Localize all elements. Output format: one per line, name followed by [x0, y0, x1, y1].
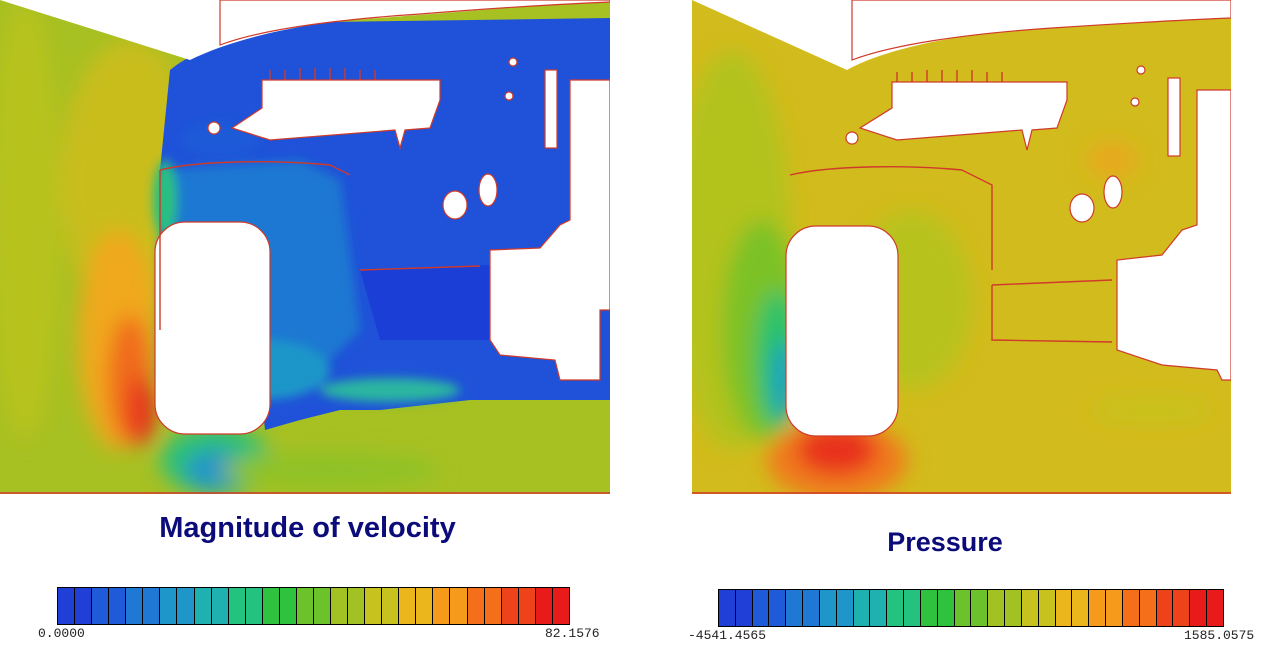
velocity-contour-svg: [0, 0, 610, 494]
colorbar-segment: [211, 588, 229, 624]
colorbar-segment: [245, 588, 263, 624]
colorbar-segment: [143, 588, 161, 624]
colorbar-segment: [954, 590, 972, 626]
colorbar-segment: [194, 588, 212, 624]
colorbar-segment: [399, 588, 417, 624]
colorbar-segment: [467, 588, 485, 624]
colorbar-segment: [433, 588, 451, 624]
colorbar-segment: [786, 590, 804, 626]
colorbar-segment: [1207, 590, 1223, 626]
colorbar-segment: [518, 588, 536, 624]
pressure-caption: Pressure: [887, 527, 1003, 557]
pressure-scale-min: -4541.4565: [688, 628, 767, 643]
colorbar-segment: [296, 588, 314, 624]
colorbar-segment: [1173, 590, 1191, 626]
colorbar-segment: [92, 588, 110, 624]
colorbar-segment: [1122, 590, 1140, 626]
pressure-scale-max: 1585.0575: [1184, 628, 1255, 643]
colorbar-segment: [484, 588, 502, 624]
colorbar-segment: [501, 588, 519, 624]
colorbar-segment: [416, 588, 434, 624]
colorbar-segment: [75, 588, 93, 624]
colorbar-segment: [1139, 590, 1157, 626]
colorbar-segment: [1055, 590, 1073, 626]
colorbar-segment: [262, 588, 280, 624]
colorbar-segment: [937, 590, 955, 626]
colorbar-segment: [988, 590, 1006, 626]
pressure-colorbar: [718, 589, 1224, 627]
colorbar-segment: [819, 590, 837, 626]
colorbar-segment: [450, 588, 468, 624]
pressure-contour-svg: [692, 0, 1231, 494]
colorbar-segment: [904, 590, 921, 626]
velocity-contour-image: [0, 0, 610, 494]
colorbar-segment: [126, 588, 144, 624]
colorbar-segment: [382, 588, 400, 624]
colorbar-segment: [887, 590, 905, 626]
colorbar-segment: [109, 588, 127, 624]
pressure-contour-image: [692, 0, 1231, 494]
colorbar-segment: [1106, 590, 1123, 626]
colorbar-segment: [1156, 590, 1174, 626]
colorbar-segment: [803, 590, 820, 626]
colorbar-segment: [160, 588, 178, 624]
velocity-caption: Magnitude of velocity: [159, 512, 456, 544]
colorbar-segment: [752, 590, 770, 626]
colorbar-segment: [836, 590, 854, 626]
velocity-scale-max: 82.1576: [545, 626, 600, 641]
colorbar-segment: [535, 588, 553, 624]
colorbar-segment: [348, 588, 366, 624]
colorbar-segment: [177, 588, 195, 624]
velocity-colorbar: [57, 587, 570, 625]
colorbar-segment: [1038, 590, 1056, 626]
colorbar-segment: [1072, 590, 1090, 626]
colorbar-segment: [769, 590, 787, 626]
velocity-scale-min: 0.0000: [38, 626, 85, 641]
colorbar-segment: [228, 588, 246, 624]
colorbar-segment: [1190, 590, 1208, 626]
colorbar-segment: [719, 590, 736, 626]
colorbar-segment: [853, 590, 871, 626]
colorbar-segment: [870, 590, 888, 626]
colorbar-segment: [313, 588, 331, 624]
colorbar-segment: [1021, 590, 1039, 626]
colorbar-segment: [58, 588, 76, 624]
colorbar-segment: [971, 590, 989, 626]
colorbar-segment: [279, 588, 297, 624]
colorbar-segment: [1089, 590, 1107, 626]
colorbar-segment: [552, 588, 569, 624]
colorbar-segment: [365, 588, 383, 624]
colorbar-segment: [920, 590, 938, 626]
colorbar-segment: [735, 590, 753, 626]
colorbar-segment: [1005, 590, 1022, 626]
colorbar-segment: [331, 588, 349, 624]
